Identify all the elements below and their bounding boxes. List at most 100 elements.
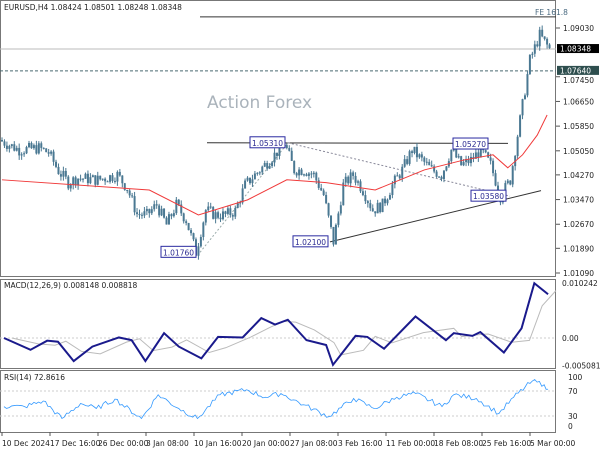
candle-body bbox=[28, 142, 31, 148]
candle-body bbox=[209, 206, 212, 208]
candle-body bbox=[217, 212, 220, 218]
candle-body bbox=[3, 141, 6, 146]
price-annotation-box bbox=[249, 136, 286, 149]
candle-body bbox=[192, 233, 195, 240]
price-tick-label: 1.05850 bbox=[563, 122, 594, 131]
candle-body bbox=[74, 177, 77, 186]
candle-body bbox=[477, 152, 480, 158]
candle-body bbox=[435, 171, 438, 177]
candle-body bbox=[67, 176, 70, 189]
candle-body bbox=[18, 147, 21, 156]
rsi-line bbox=[3, 378, 549, 420]
time-tick-label: 25 Feb 16:00 bbox=[482, 439, 531, 448]
candle-body bbox=[55, 161, 58, 167]
candle-body bbox=[440, 176, 443, 179]
candle-body bbox=[317, 180, 320, 188]
price-annotation-label: 1.03580 bbox=[473, 192, 504, 201]
candle-body bbox=[23, 153, 26, 155]
candle-body bbox=[1, 140, 3, 142]
candle-body bbox=[339, 205, 342, 214]
candle-body bbox=[528, 54, 531, 75]
candle-body bbox=[131, 195, 134, 197]
candle-body bbox=[298, 169, 301, 176]
candle-body bbox=[239, 202, 242, 204]
candle-body bbox=[126, 189, 129, 191]
candle-body bbox=[420, 154, 423, 158]
candle-body bbox=[330, 215, 333, 227]
candle-body bbox=[516, 136, 519, 157]
candle-body bbox=[145, 208, 148, 212]
candle-body bbox=[492, 160, 495, 174]
macd-tick-label: -0.005081 bbox=[562, 361, 600, 370]
candle-body bbox=[229, 208, 232, 216]
candle-body bbox=[469, 156, 472, 164]
candle-body bbox=[5, 145, 8, 149]
price-tick-label: 1.03470 bbox=[563, 196, 594, 205]
candle-body bbox=[376, 202, 379, 214]
price-tick-label: 1.04270 bbox=[563, 171, 594, 180]
candle-body bbox=[94, 175, 97, 185]
candle-body bbox=[165, 217, 168, 225]
candle-body bbox=[388, 195, 391, 200]
candle-body bbox=[47, 152, 50, 154]
candle-body bbox=[371, 208, 374, 212]
candle-body bbox=[496, 185, 499, 193]
candle-body bbox=[266, 163, 269, 169]
candle-body bbox=[349, 172, 352, 184]
candle-body bbox=[104, 178, 107, 182]
candle-body bbox=[140, 214, 143, 216]
candle-body bbox=[212, 207, 215, 219]
candle-body bbox=[109, 175, 112, 182]
price-tick-label: 1.01090 bbox=[563, 269, 594, 278]
candle-body bbox=[538, 29, 541, 47]
candle-body bbox=[536, 44, 539, 47]
candle-body bbox=[57, 166, 60, 175]
candle-body bbox=[438, 176, 441, 178]
candle-body bbox=[361, 191, 364, 196]
rsi-pane[interactable] bbox=[0, 370, 556, 433]
candle-body bbox=[521, 99, 524, 116]
candle-body bbox=[244, 180, 247, 189]
macd-tick-label: 0.00 bbox=[562, 334, 579, 343]
candle-body bbox=[253, 173, 256, 180]
rsi-tick-label: 30 bbox=[568, 412, 578, 421]
rsi-tick-label: 100 bbox=[568, 373, 583, 382]
candle-body bbox=[258, 172, 261, 174]
candle-body bbox=[450, 149, 453, 162]
candle-body bbox=[42, 147, 45, 149]
candle-body bbox=[175, 199, 178, 214]
time-tick-label: 10 Jan 16:00 bbox=[194, 439, 242, 448]
candle-body bbox=[271, 162, 274, 167]
moving-average-line bbox=[1, 114, 548, 216]
candle-body bbox=[403, 159, 406, 167]
candle-body bbox=[35, 145, 38, 154]
candle-body bbox=[79, 178, 82, 180]
candle-body bbox=[276, 152, 278, 156]
candle-body bbox=[384, 198, 387, 204]
candle-body bbox=[150, 209, 153, 214]
candle-body bbox=[288, 147, 291, 151]
candle-body bbox=[101, 178, 104, 180]
candle-body bbox=[327, 203, 330, 216]
candle-body bbox=[452, 149, 455, 151]
candle-body bbox=[462, 162, 465, 166]
candle-body bbox=[219, 217, 222, 220]
price-annotation-box bbox=[160, 245, 197, 258]
rsi-tick-label: 0 bbox=[568, 422, 573, 431]
candle-body bbox=[197, 246, 200, 256]
candle-body bbox=[487, 152, 490, 158]
candle-body bbox=[442, 170, 445, 179]
candle-body bbox=[190, 230, 193, 234]
candle-body bbox=[303, 174, 306, 176]
candle-body bbox=[106, 181, 109, 183]
candle-body bbox=[163, 208, 166, 218]
time-tick-label: 3 Jan 08:00 bbox=[146, 439, 189, 448]
candle-body bbox=[523, 95, 526, 100]
candle-body bbox=[455, 149, 458, 158]
candle-body bbox=[511, 166, 514, 185]
price-tick-label: 1.05050 bbox=[563, 147, 594, 156]
candle-body bbox=[428, 161, 431, 166]
macd-line bbox=[3, 281, 549, 367]
